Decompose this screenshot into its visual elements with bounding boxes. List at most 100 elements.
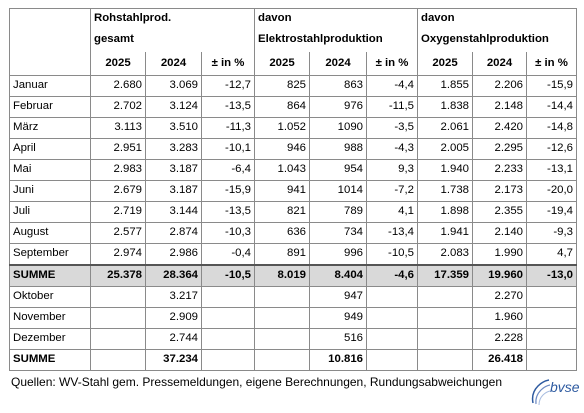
table-row: Mai 2.983 3.187 -6,4 1.043 954 9,3 1.940 2.233 -1… (9, 159, 578, 181)
table-cell: 3.124 (145, 96, 202, 118)
summe-cell: -10,5 (200, 264, 256, 287)
table-cell: 1.052 (254, 117, 311, 139)
table-cell: -13,4 (366, 222, 419, 244)
table-cell (200, 307, 256, 329)
col-header-2025: 2025 (254, 52, 311, 76)
month-label: März (9, 117, 91, 139)
col-header-pct: ± in % (200, 52, 256, 76)
table-cell (90, 286, 146, 308)
table-cell: 2.702 (90, 96, 146, 118)
table-cell: 2.233 (472, 159, 528, 181)
summe-cell: 17.359 (417, 264, 474, 287)
total-cell (417, 349, 474, 371)
col-header-pct: ± in % (366, 52, 419, 76)
table-cell (526, 328, 578, 350)
table-cell (90, 307, 146, 329)
table-cell: 891 (254, 243, 311, 266)
group-rohstahl-title: Rohstahlprod. (89, 8, 256, 28)
header-corner (9, 52, 91, 76)
table-cell (366, 286, 419, 308)
table-row: März 3.113 3.510 -11,3 1.052 1090 -3,5 2.061 2.4… (9, 117, 578, 139)
table-cell (90, 328, 146, 350)
logo-tagline (548, 397, 580, 405)
col-header-2024: 2024 (309, 52, 368, 76)
bvse-logo-icon (531, 379, 551, 406)
table-cell: -10,1 (200, 138, 256, 160)
table-cell: 2.719 (90, 201, 146, 223)
steel-production-table: Rohstahlprod. davon davon gesamt Elektro… (9, 8, 578, 371)
table-cell (526, 307, 578, 329)
month-label: November (9, 307, 91, 329)
table-cell: 2.679 (90, 180, 146, 202)
bvse-logo: bvse (530, 377, 582, 411)
col-header-2024: 2024 (145, 52, 202, 76)
table-cell: 3.217 (145, 286, 202, 308)
table-cell: 2.986 (145, 243, 202, 266)
table-cell: -0,4 (200, 243, 256, 266)
total-cell: 26.418 (472, 349, 528, 371)
table-row: Juni 2.679 3.187 -15,9 941 1014 -7,2 1.738 2.173… (9, 180, 578, 202)
table-cell: -20,0 (526, 180, 578, 202)
table-cell: -14,8 (526, 117, 578, 139)
table-cell (526, 286, 578, 308)
summe-cell: 8.404 (309, 264, 368, 287)
table-row: August 2.577 2.874 -10,3 636 734 -13,4 1.941 2.1… (9, 222, 578, 244)
table-cell: 2.295 (472, 138, 528, 160)
summe-cell: 25.378 (90, 264, 146, 287)
table-cell: 976 (309, 96, 368, 118)
table-row: Februar 2.702 3.124 -13,5 864 976 -11,5 1.838 2.… (9, 96, 578, 118)
table-cell: -7,2 (366, 180, 419, 202)
total-cell (254, 349, 311, 371)
table-cell: 2.148 (472, 96, 528, 118)
table-cell: 516 (309, 328, 368, 350)
table-cell: 9,3 (366, 159, 419, 181)
table-cell: 3.069 (145, 75, 202, 97)
summe-label: SUMME (9, 264, 91, 287)
summe-row: SUMME 25.378 28.364 -10,5 8.019 8.404 -4,6 17.3… (9, 264, 578, 287)
table-cell: 2.577 (90, 222, 146, 244)
table-row: Januar 2.680 3.069 -12,7 825 863 -4,4 1.855 2.20… (9, 75, 578, 97)
table-cell: 2.983 (90, 159, 146, 181)
table-cell: 2.355 (472, 201, 528, 223)
table-cell: 3.283 (145, 138, 202, 160)
month-label: Oktober (9, 286, 91, 308)
table-cell: -6,4 (200, 159, 256, 181)
table-cell: 2.420 (472, 117, 528, 139)
table-cell: 789 (309, 201, 368, 223)
total-cell (526, 349, 578, 371)
table-cell: 947 (309, 286, 368, 308)
table-cell: 734 (309, 222, 368, 244)
header-row-2: gesamt Elektrostahlproduktion Oxygenstah… (9, 28, 578, 52)
table-cell: -19,4 (526, 201, 578, 223)
table-cell: 4,7 (526, 243, 578, 266)
table-cell: -14,4 (526, 96, 578, 118)
total-row: SUMME 37.234 10.816 26.418 (9, 349, 578, 371)
table-cell: 2.974 (90, 243, 146, 266)
group-elektro-title: davon (254, 8, 419, 28)
table-cell: 2.744 (145, 328, 202, 350)
summe-cell: 19.960 (472, 264, 528, 287)
table-cell: 1.941 (417, 222, 474, 244)
table-cell: -12,6 (526, 138, 578, 160)
col-header-pct: ± in % (526, 52, 578, 76)
table-cell: 988 (309, 138, 368, 160)
month-label: September (9, 243, 91, 266)
group-rohstahl-subtitle: gesamt (89, 28, 256, 52)
table-cell (254, 328, 311, 350)
total-cell (366, 349, 419, 371)
table-cell: 825 (254, 75, 311, 97)
month-label: Juni (9, 180, 91, 202)
month-label: Dezember (9, 328, 91, 350)
table-cell: -10,5 (366, 243, 419, 266)
table-cell: 2.680 (90, 75, 146, 97)
total-cell: 10.816 (309, 349, 368, 371)
header-corner (9, 8, 91, 28)
table-cell: -13,5 (200, 96, 256, 118)
group-oxygen-subtitle: Oxygenstahlproduktion (417, 28, 578, 52)
table-cell: 2.270 (472, 286, 528, 308)
table-cell (417, 328, 474, 350)
header-row-1: Rohstahlprod. davon davon (9, 8, 578, 28)
table-cell: 2.083 (417, 243, 474, 266)
total-cell (200, 349, 256, 371)
table-cell: 954 (309, 159, 368, 181)
